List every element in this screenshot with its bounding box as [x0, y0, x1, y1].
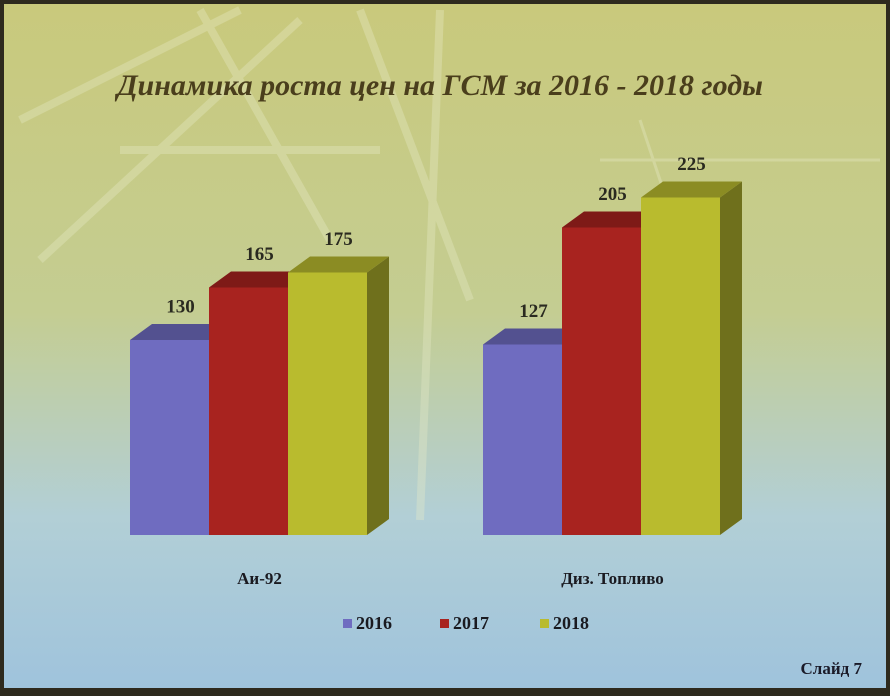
x-tick-label: Аи-92 — [237, 569, 282, 588]
legend-swatch — [540, 619, 549, 628]
legend-label: 2017 — [453, 613, 489, 633]
value-label: 165 — [245, 244, 274, 265]
value-label: 225 — [677, 154, 706, 175]
legend-swatch — [440, 619, 449, 628]
bar-top — [288, 256, 389, 273]
value-label: 127 — [519, 301, 548, 322]
bar-side — [720, 181, 742, 535]
bar — [562, 227, 641, 535]
bar-top — [562, 211, 663, 228]
bar-side — [367, 256, 389, 535]
value-label: 175 — [324, 229, 353, 250]
bar-top — [483, 328, 584, 345]
bar — [130, 340, 209, 535]
background-decoration — [18, 6, 880, 521]
legend-swatch — [343, 619, 352, 628]
footer: Слайд 7 — [801, 659, 863, 678]
legend-label: 2016 — [356, 613, 392, 633]
bar-top — [641, 181, 742, 198]
x-tick-label: Диз. Топливо — [561, 569, 664, 588]
bar — [288, 272, 367, 535]
bar-top — [130, 324, 231, 340]
bar-top — [209, 271, 310, 288]
bar — [641, 197, 720, 535]
bar — [483, 344, 562, 535]
value-label: 205 — [598, 184, 627, 205]
chart-title: Динамика роста цен на ГСМ за 2016 - 2018… — [114, 69, 763, 102]
legend-label: 2018 — [553, 613, 589, 633]
bar — [209, 287, 288, 535]
value-label: 130 — [166, 296, 195, 317]
